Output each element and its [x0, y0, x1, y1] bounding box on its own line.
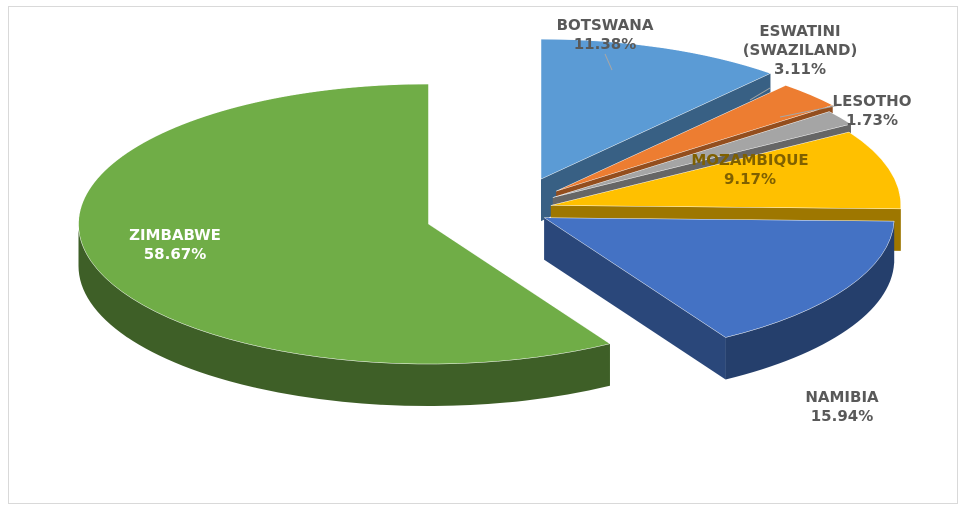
slice-lesotho — [552, 111, 852, 198]
data-label-line: 58.67% — [144, 245, 206, 263]
data-label-line: 11.38% — [574, 35, 636, 53]
leader-lines — [604, 53, 841, 118]
data-label-line: BOTSWANA — [557, 16, 654, 34]
slice-mozambique — [550, 131, 902, 210]
data-label-line: LESOTHO — [833, 92, 912, 110]
data-label-namibia: NAMIBIA 15.94% — [805, 388, 879, 425]
data-label-line: 15.94% — [811, 407, 873, 425]
data-labels: BOTSWANA 11.38% ESWATINI (SWAZILAND) 3.11% LE… — [129, 16, 911, 425]
data-label-line: 1.73% — [846, 111, 898, 129]
data-label-line: (SWAZILAND) — [743, 41, 858, 59]
slice-zimbabwe — [78, 83, 611, 365]
data-label-line: NAMIBIA — [805, 388, 879, 406]
data-label-line: 3.11% — [774, 60, 826, 78]
data-label-line: MOZAMBIQUE — [691, 151, 808, 169]
data-label-botswana: BOTSWANA 11.38% — [557, 16, 654, 53]
data-label-mozambique: MOZAMBIQUE 9.17% — [691, 151, 808, 188]
slice-face-namibia-1 — [544, 217, 726, 380]
slice-eswatini-swaziland — [556, 85, 834, 192]
data-label-line: ZIMBABWE — [129, 226, 221, 244]
slice-namibia — [543, 217, 895, 338]
leader-line-eswatini-swaziland — [749, 87, 771, 101]
data-label-line: ESWATINI — [759, 22, 840, 40]
slice-wall-namibia — [725, 221, 895, 380]
slice-botswana — [540, 38, 772, 180]
data-label-zimbabwe: ZIMBABWE 58.67% — [129, 226, 221, 263]
data-label-lesotho: LESOTHO 1.73% — [833, 92, 912, 129]
data-label-line: 9.17% — [724, 170, 776, 188]
pie-tops — [78, 38, 902, 365]
leader-line-lesotho — [779, 104, 841, 118]
data-label-eswatini-swaziland: ESWATINI (SWAZILAND) 3.11% — [743, 22, 858, 78]
slice-wall-zimbabwe — [78, 224, 610, 407]
leader-line-botswana — [604, 53, 613, 71]
